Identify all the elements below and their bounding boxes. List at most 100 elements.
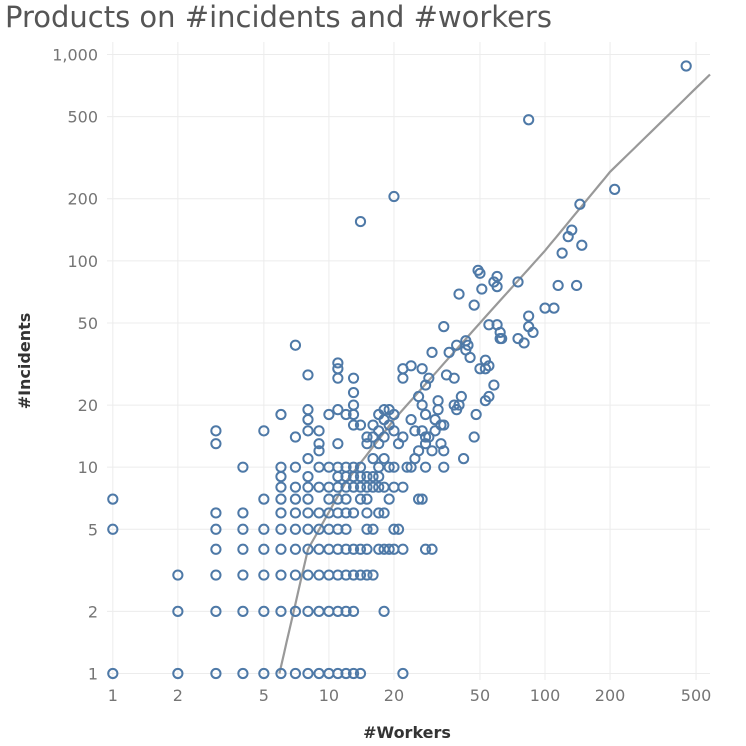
scatter-point: [388, 408, 400, 421]
scatter-point: [289, 543, 302, 555]
scatter-point: [443, 346, 455, 358]
scatter-point: [574, 198, 586, 210]
scatter-point: [518, 337, 530, 349]
x-tick-label: 1: [108, 686, 118, 705]
scatter-point: [210, 425, 222, 437]
scatter-point: [313, 425, 325, 437]
x-tick-label: 2: [173, 686, 183, 705]
scatter-point: [340, 605, 352, 617]
scatter-point: [347, 372, 360, 384]
scatter-point: [483, 360, 495, 372]
scatter-point: [397, 481, 409, 493]
scatter-point: [468, 431, 480, 443]
scatter-point: [332, 605, 344, 617]
scatter-point: [416, 493, 428, 505]
scatter-point: [275, 569, 287, 581]
scatter-point: [367, 569, 379, 581]
scatter-point: [258, 605, 270, 617]
scatter-point: [302, 453, 314, 465]
x-tick-label: 100: [530, 686, 561, 705]
scatter-point: [332, 404, 344, 416]
scatter-point: [210, 507, 222, 519]
scatter-point: [388, 425, 400, 437]
y-tick-label: 500: [67, 108, 98, 127]
scatter-point: [552, 279, 564, 292]
scatter-point: [340, 493, 352, 505]
scatter-point: [172, 667, 184, 680]
scatter-point: [416, 363, 428, 375]
scatter-point: [302, 425, 314, 437]
y-tick-label: 2: [88, 602, 98, 621]
scatter-point: [210, 438, 222, 450]
trend-line-group: [278, 73, 711, 674]
scatter-point: [423, 431, 435, 443]
scatter-point: [496, 332, 508, 345]
scatter-point: [258, 667, 270, 680]
scatter-point: [373, 461, 385, 473]
y-tick-label: 200: [67, 190, 98, 209]
chart-title: Products on #incidents and #workers: [5, 0, 552, 34]
scatter-point: [258, 493, 270, 505]
y-tick-label: 50: [78, 314, 98, 333]
scatter-point: [302, 667, 314, 680]
scatter-point: [302, 414, 314, 426]
scatter-point: [458, 453, 470, 465]
scatter-point: [340, 461, 352, 473]
scatter-point: [332, 493, 344, 505]
scatter-point: [275, 471, 287, 483]
scatter-point: [313, 445, 325, 457]
scatter-point: [378, 404, 390, 416]
scatter-point: [313, 543, 325, 555]
scatter-point: [392, 523, 405, 535]
scatter-point: [347, 605, 360, 617]
trend-line: [278, 73, 711, 674]
scatter-point: [361, 481, 373, 493]
x-tick-label: 5: [259, 686, 269, 705]
scatter-point: [432, 404, 444, 416]
scatter-point: [347, 461, 360, 473]
scatter-point: [313, 438, 325, 450]
scatter-point: [426, 445, 438, 457]
scatter-point: [383, 493, 395, 505]
scatter-point: [570, 279, 583, 292]
scatter-point: [347, 569, 360, 581]
x-axis-ticks: 1 2 5 10 20 50 100 200 500: [108, 686, 712, 705]
scatter-point: [289, 667, 302, 680]
scatter-point: [302, 569, 314, 581]
scatter-point: [483, 390, 495, 403]
scatter-point: [275, 605, 287, 617]
scatter-point: [388, 190, 400, 203]
scatter-point: [313, 507, 325, 519]
scatter-point: [258, 523, 270, 535]
y-tick-label: 1: [88, 664, 98, 683]
scatter-point: [464, 351, 476, 364]
scatter-point: [289, 523, 302, 535]
scatter-point: [237, 605, 249, 617]
scatter-point: [332, 461, 344, 473]
scatter-point: [275, 507, 287, 519]
scatter-point: [419, 461, 432, 473]
scatter-point: [302, 523, 314, 535]
scatter-point: [340, 667, 352, 680]
scatter-point: [378, 453, 390, 465]
scatter-point: [419, 408, 432, 421]
scatter-point: [556, 247, 568, 259]
scatter-point: [426, 543, 438, 555]
scatter-point: [237, 523, 249, 535]
scatter-point: [302, 543, 314, 555]
scatter-point: [289, 461, 302, 473]
scatter-point: [289, 507, 302, 519]
scatter-point: [548, 302, 560, 314]
scatter-point: [313, 481, 325, 493]
scatter-point: [383, 461, 395, 473]
scatter-point: [210, 543, 222, 555]
scatter-point: [448, 372, 460, 384]
scatter-point: [340, 569, 352, 581]
scatter-point: [361, 569, 373, 581]
scatter-point: [289, 481, 302, 493]
scatter-point: [455, 390, 467, 403]
scatter-point: [680, 60, 692, 72]
scatter-point: [332, 363, 344, 375]
scatter-point: [438, 419, 450, 431]
scatter-point: [332, 543, 344, 555]
